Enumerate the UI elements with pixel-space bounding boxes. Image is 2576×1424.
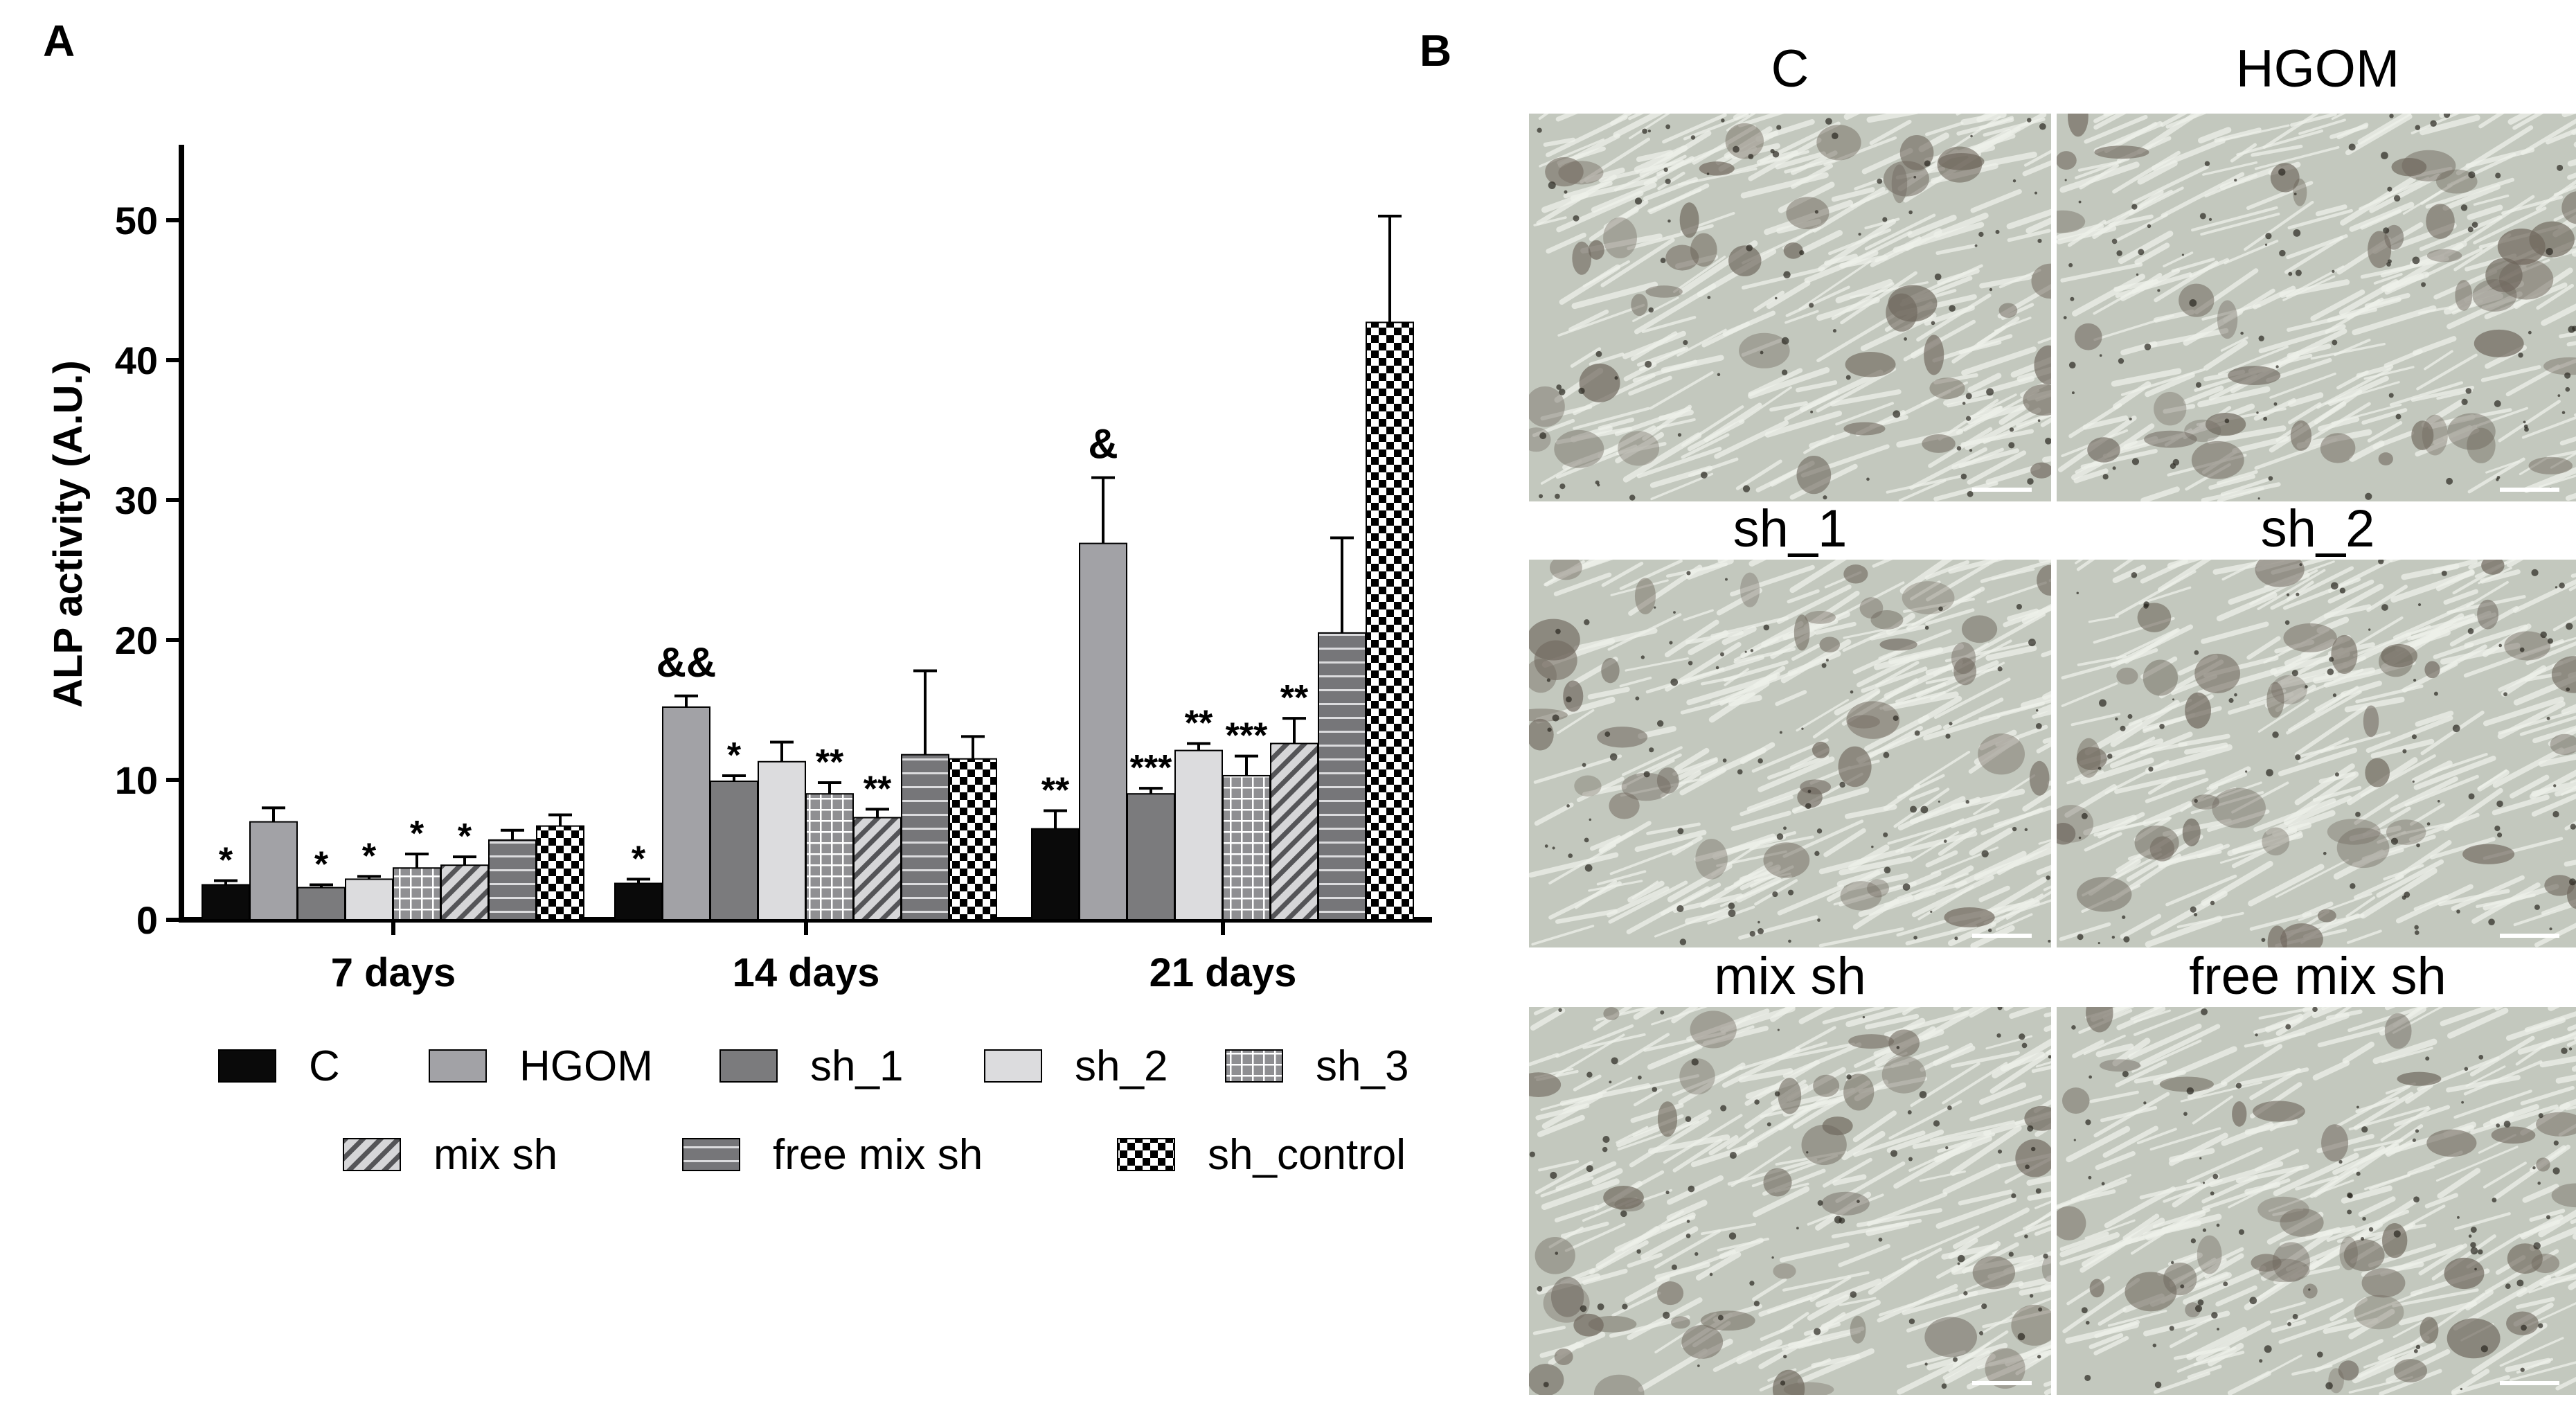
cell-texture [1529, 114, 2051, 501]
significance-label: & [1088, 421, 1118, 468]
bar-sh_3 [805, 793, 854, 920]
micrograph-image [1529, 560, 2051, 947]
bar-mix-sh [1270, 742, 1318, 920]
bar-sh_3 [393, 867, 441, 921]
micrograph-title: sh_2 [2260, 499, 2375, 558]
micrograph-title: free mix sh [2189, 947, 2447, 1006]
scale-bar [2500, 934, 2559, 938]
y-axis-label: ALP activity (A.U.) [46, 360, 91, 708]
bar-sh_1 [1127, 793, 1175, 920]
cell-texture [2057, 560, 2576, 947]
micrograph-title: sh_1 [1733, 499, 1848, 558]
bar-mix-sh [853, 817, 902, 921]
significance-label: ** [1185, 703, 1213, 743]
micrograph-title: HGOM [2235, 39, 2400, 98]
bar-sh_control [536, 825, 584, 921]
micrograph-image [1529, 1007, 2051, 1395]
bar-sh_3 [1222, 774, 1271, 920]
legend-swatch [343, 1138, 401, 1171]
micrograph-image [2057, 114, 2576, 501]
bar-sh_2 [1174, 749, 1223, 920]
legend-swatch [682, 1138, 740, 1171]
legend-swatch [1225, 1049, 1283, 1083]
micrograph-title: C [1771, 39, 1809, 98]
bar-sh_2 [758, 760, 806, 920]
scale-bar [1972, 488, 2032, 492]
legend-label: sh_3 [1316, 1042, 1408, 1090]
scale-bar [2500, 488, 2559, 492]
significance-label: * [314, 845, 329, 885]
y-tick-label: 10 [115, 758, 158, 802]
bar-c [1031, 828, 1080, 920]
legend-label: sh_1 [810, 1042, 903, 1090]
cell-texture [2057, 114, 2576, 501]
significance-label: * [362, 836, 377, 876]
bar-sh_1 [710, 781, 758, 921]
micrograph-image [1529, 114, 2051, 501]
bar-sh_control [1366, 321, 1414, 920]
legend-label: sh_control [1208, 1131, 1406, 1179]
y-tick-label: 40 [115, 339, 158, 382]
bar-free-mix-sh [1318, 632, 1366, 921]
significance-label: ** [864, 769, 892, 809]
significance-label: ** [1041, 770, 1070, 810]
micrograph-image [2057, 1007, 2576, 1395]
y-tick-label: 0 [136, 898, 158, 942]
scale-bar [1972, 934, 2032, 938]
significance-label: && [656, 639, 717, 686]
y-tick-label: 50 [115, 199, 158, 242]
legend-swatch [429, 1049, 487, 1083]
bar-free-mix-sh [488, 839, 537, 920]
significance-label: * [727, 736, 742, 776]
y-tick-label: 30 [115, 479, 158, 522]
bar-c [202, 884, 250, 920]
x-tick-label: 7 days [331, 950, 456, 995]
bar-hgom [662, 706, 710, 921]
bar-hgom [249, 821, 298, 920]
cell-texture [1529, 1007, 2051, 1395]
significance-label: * [632, 839, 646, 879]
significance-label: ** [816, 742, 844, 783]
bar-sh_control [949, 758, 997, 920]
legend-swatch [984, 1049, 1042, 1083]
significance-label: ** [1280, 678, 1309, 718]
legend-swatch [1117, 1138, 1175, 1171]
micrograph-title: mix sh [1714, 947, 1866, 1006]
legend-swatch [218, 1049, 276, 1083]
x-tick-label: 21 days [1150, 950, 1297, 995]
cell-texture [1529, 560, 2051, 947]
scale-bar [1972, 1381, 2032, 1385]
legend-label: mix sh [433, 1131, 557, 1179]
significance-label: *** [1226, 716, 1268, 756]
bar-sh_2 [345, 878, 393, 921]
significance-label: * [458, 817, 472, 857]
bar-mix-sh [440, 864, 489, 920]
bar-c [614, 882, 663, 920]
bar-sh_1 [297, 887, 346, 921]
panel-label-b: B [1420, 26, 1452, 75]
legend-label: HGOM [519, 1042, 653, 1090]
x-tick-label: 14 days [733, 950, 880, 995]
cell-texture [2057, 1007, 2576, 1395]
micrograph-image [2057, 560, 2576, 947]
significance-label: *** [1130, 748, 1172, 788]
legend-swatch [719, 1049, 778, 1083]
legend-label: C [309, 1042, 340, 1090]
scale-bar [2500, 1381, 2559, 1385]
legend-label: sh_2 [1075, 1042, 1168, 1090]
y-tick-label: 20 [115, 618, 158, 662]
bar-free-mix-sh [901, 754, 949, 921]
legend-label: free mix sh [773, 1131, 983, 1179]
panel-label-a: A [43, 16, 75, 66]
bar-hgom [1079, 542, 1127, 920]
significance-label: * [410, 814, 424, 854]
significance-label: * [219, 840, 233, 880]
